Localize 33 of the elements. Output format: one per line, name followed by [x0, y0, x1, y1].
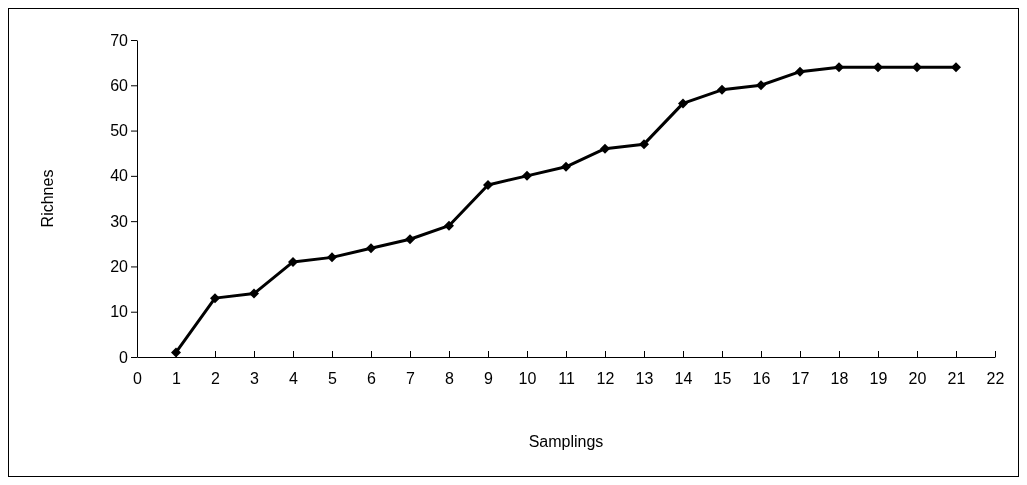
- x-tick-label: 20: [908, 370, 927, 388]
- x-tick-label: 14: [674, 370, 693, 388]
- x-tick-label: 10: [518, 370, 537, 388]
- x-tick-label: 0: [133, 370, 143, 388]
- x-tick-label: 3: [250, 370, 260, 388]
- y-tick-label: 70: [110, 31, 129, 49]
- x-tick-label: 16: [752, 370, 771, 388]
- x-tick-label: 17: [791, 370, 810, 388]
- x-tick-label: 4: [289, 370, 299, 388]
- y-tick-label: 0: [119, 348, 129, 366]
- x-tick-label: 7: [406, 370, 416, 388]
- x-tick-label: 19: [869, 370, 888, 388]
- y-tick-label: 30: [110, 212, 129, 230]
- x-tick-label: 18: [830, 370, 849, 388]
- x-tick-label: 2: [211, 370, 221, 388]
- x-tick-label: 9: [484, 370, 494, 388]
- y-axis-title: Richnes: [39, 169, 56, 228]
- x-tick-label: 1: [172, 370, 182, 388]
- x-tick-label: 12: [596, 370, 615, 388]
- y-tick-label: 60: [110, 76, 129, 94]
- x-tick-label: 22: [986, 370, 1005, 388]
- x-axis-title: Samplings: [528, 433, 604, 450]
- x-tick-label: 11: [558, 370, 575, 388]
- y-tick-label: 20: [110, 258, 129, 276]
- x-tick-label: 5: [328, 370, 338, 388]
- y-tick-label: 40: [110, 167, 129, 185]
- x-tick-label: 13: [635, 370, 654, 388]
- x-tick-label: 15: [713, 370, 732, 388]
- y-tick-label: 10: [110, 303, 129, 321]
- x-tick-label: 6: [367, 370, 377, 388]
- y-tick-label: 50: [110, 122, 129, 140]
- x-tick-label: 21: [947, 370, 966, 388]
- x-tick-label: 8: [445, 370, 455, 388]
